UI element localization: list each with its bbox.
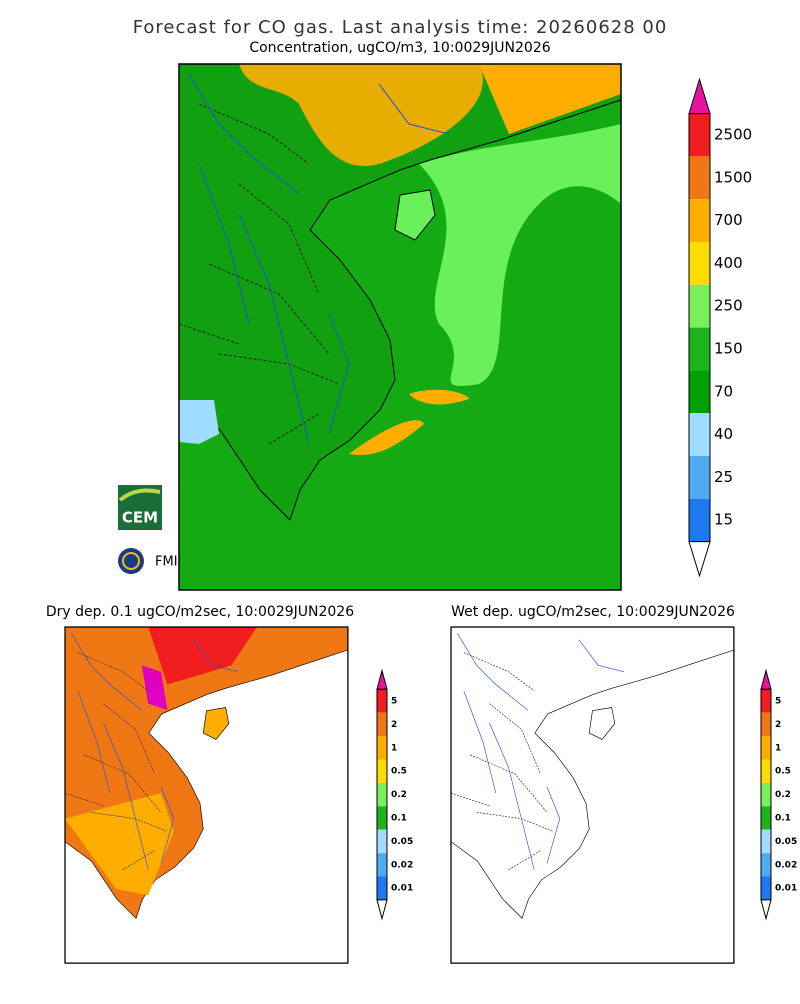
colorbar-band [377,759,387,783]
colorbar-band [761,712,771,737]
colorbar-label: 1 [391,743,397,753]
colorbar-label: 400 [714,254,743,272]
colorbar-band [761,782,771,807]
colorbar-label: 0.01 [775,884,797,894]
colorbar-bottom [688,541,711,578]
colorbar-label: 0.1 [775,814,791,824]
colorbar-band [689,156,710,200]
colorbar-band [377,689,387,713]
colorbar-label: 150 [714,340,743,358]
colorbar-band [761,829,771,854]
colorbar-label: 1500 [714,168,752,186]
cem-logo: CEM [118,485,162,530]
main-map [178,63,622,591]
colorbar-label: 15 [714,511,733,529]
colorbar-band [377,736,387,760]
colorbar-band [377,712,387,737]
colorbar-band [689,199,710,242]
colorbar-bottom [760,899,772,921]
colorbar-label: 0.2 [775,790,791,800]
dry-map [64,626,349,964]
colorbar-band [689,498,710,542]
colorbar-band [761,853,771,877]
colorbar-band [689,413,710,456]
colorbar-top [688,77,711,115]
colorbar-band [689,370,710,414]
fmi-text: FMI [155,555,178,570]
fmi-logo: FMI [118,548,178,574]
subtitle: Concentration, ugCO/m3, 10:0029JUN2026 [249,40,550,56]
colorbar-top [760,668,772,690]
colorbar-band [377,806,387,830]
colorbar-label: 700 [714,211,743,229]
colorbar-band [377,853,387,877]
colorbar-band [689,242,710,285]
colorbar-band [377,829,387,854]
colorbar-band [761,876,771,900]
cem-text: CEM [122,509,158,527]
colorbar-label: 5 [391,697,397,707]
colorbar-band [761,759,771,783]
colorbar-label: 0.05 [391,837,413,847]
title: Forecast for CO gas. Last analysis time:… [133,17,668,38]
colorbar-band [377,782,387,807]
colorbar-band [377,876,387,900]
colorbar-label: 70 [714,382,733,400]
colorbar-label: 0.05 [775,837,797,847]
colorbar-top [376,668,388,690]
colorbar-band [761,736,771,760]
colorbar-label: 0.1 [391,814,407,824]
colorbar-label: 25 [714,468,733,486]
colorbar-label: 2500 [714,126,752,144]
wet-map [450,626,735,964]
colorbar-label: 0.5 [391,767,407,777]
colorbar-label: 250 [714,297,743,315]
colorbar-band [689,113,710,157]
colorbar-band [689,284,710,328]
colorbar-band [689,456,710,499]
colorbar-label: 40 [714,425,733,443]
wet-subtitle: Wet dep. ugCO/m2sec, 10:0029JUN2026 [451,604,735,620]
colorbar-band [761,689,771,713]
colorbar-bottom [376,899,388,921]
colorbar-band [761,806,771,830]
colorbar-label: 1 [775,743,781,753]
colorbar-label: 0.01 [391,884,413,894]
colorbar-label: 2 [775,720,781,730]
colorbar-label: 0.02 [775,860,797,870]
colorbar-label: 2 [391,720,397,730]
colorbar-label: 0.5 [775,767,791,777]
colorbar-label: 0.2 [391,790,407,800]
colorbar-label: 0.02 [391,860,413,870]
colorbar-label: 5 [775,697,781,707]
colorbar-band [689,327,710,371]
dry-subtitle: Dry dep. 0.1 ugCO/m2sec, 10:0029JUN2026 [46,604,354,620]
